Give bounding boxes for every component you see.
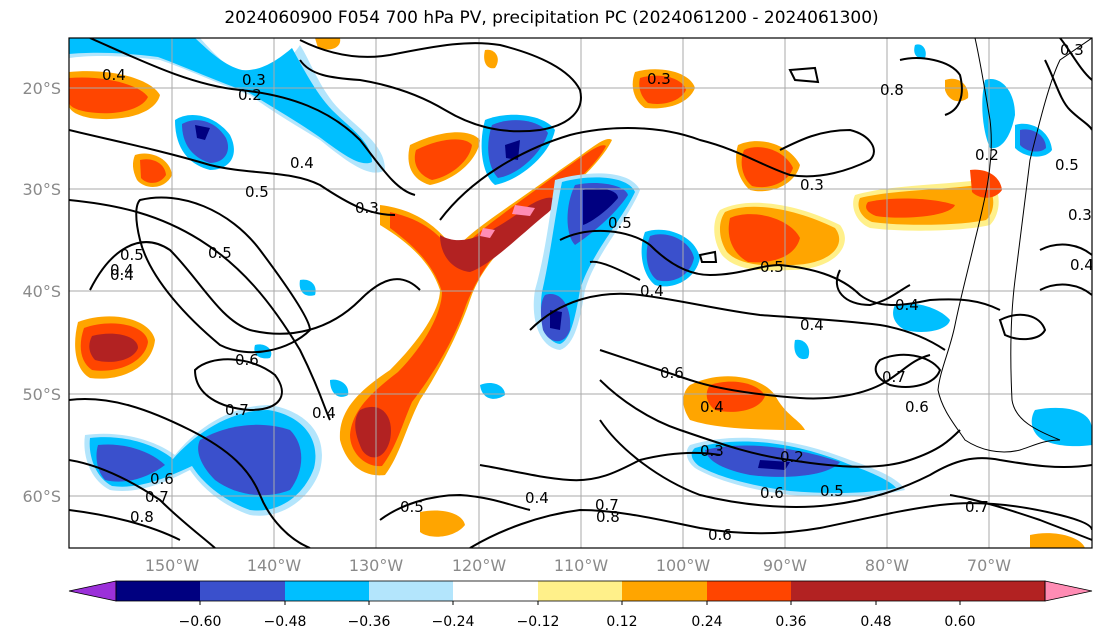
colorbar-outline (115, 580, 1046, 602)
lat-tick-labels: 20°S 30°S 40°S 50°S 60°S (22, 79, 61, 506)
colorbar-tick-label: −0.12 (517, 614, 560, 630)
colorbar-tick-label: 0.48 (860, 614, 891, 630)
svg-text:0.5: 0.5 (760, 258, 784, 276)
svg-text:0.4: 0.4 (700, 398, 724, 416)
svg-text:0.2: 0.2 (975, 146, 999, 164)
map-area: 0.4 0.2 0.3 0.4 0.5 0.5 0.3 0.4 0.5 0.4 … (69, 38, 1094, 548)
colorbar-tick-label: 0.60 (944, 614, 975, 630)
colorbar-segment (876, 581, 960, 601)
svg-text:0.5: 0.5 (245, 183, 269, 201)
colorbar-extend-low (68, 580, 117, 602)
svg-text:0.8: 0.8 (130, 508, 154, 526)
lon-tick-labels: 150°W 140°W 130°W 120°W 110°W 100°W 90°W… (145, 556, 1011, 575)
svg-text:0.3: 0.3 (1060, 41, 1084, 59)
colorbar-tick-label: −0.36 (348, 614, 391, 630)
svg-text:0.7: 0.7 (225, 401, 249, 419)
colorbar-tick-label: −0.48 (264, 614, 307, 630)
lon-tick-label: 150°W (145, 556, 200, 575)
lon-tick-label: 80°W (865, 556, 909, 575)
lat-tick-label: 20°S (22, 79, 61, 98)
svg-text:0.4: 0.4 (895, 296, 919, 314)
coastline (937, 38, 1092, 453)
svg-text:0.7: 0.7 (965, 498, 989, 516)
svg-text:0.3: 0.3 (647, 70, 671, 88)
colorbar-segment (200, 581, 285, 601)
colorbar-tick-label: 0.24 (691, 614, 722, 630)
svg-text:0.5: 0.5 (208, 244, 232, 262)
lon-tick-label: 140°W (247, 556, 302, 575)
colorbar-segment (538, 581, 622, 601)
precip-shading (69, 38, 1092, 548)
svg-text:0.4: 0.4 (525, 489, 549, 507)
svg-text:0.6: 0.6 (150, 470, 174, 488)
lat-tick-label: 40°S (22, 282, 61, 301)
svg-text:0.4: 0.4 (110, 261, 134, 279)
colorbar-extend-high (1044, 580, 1093, 602)
svg-text:0.8: 0.8 (596, 508, 620, 526)
svg-text:0.5: 0.5 (120, 246, 144, 264)
svg-text:0.3: 0.3 (1068, 206, 1092, 224)
svg-text:0.5: 0.5 (1055, 156, 1079, 174)
svg-text:0.3: 0.3 (355, 199, 379, 217)
colorbar-tick-labels: −0.60 −0.48 −0.36 −0.24 −0.12 0.12 0.24 … (179, 614, 976, 630)
pv-contours (69, 38, 1092, 548)
map-frame (68, 37, 1093, 549)
colorbar-segment (960, 581, 1045, 601)
svg-text:0.2: 0.2 (780, 448, 804, 466)
colorbar-tick-label: 0.36 (775, 614, 806, 630)
svg-text:0.6: 0.6 (235, 351, 259, 369)
lat-tick-label: 50°S (22, 385, 61, 404)
svg-text:0.6: 0.6 (905, 398, 929, 416)
svg-text:0.4: 0.4 (640, 282, 664, 300)
svg-text:0.6: 0.6 (760, 484, 784, 502)
svg-text:0.4: 0.4 (110, 266, 134, 284)
svg-text:0.4: 0.4 (290, 154, 314, 172)
svg-text:0.8: 0.8 (880, 81, 904, 99)
svg-text:0.4: 0.4 (312, 404, 336, 422)
map-title: 2024060900 F054 700 hPa PV, precipitatio… (224, 8, 879, 28)
svg-text:0.7: 0.7 (882, 368, 906, 386)
colorbar-segment (285, 581, 369, 601)
svg-text:0.4: 0.4 (800, 316, 824, 334)
lat-tick-label: 30°S (22, 180, 61, 199)
colorbar-segment (707, 581, 791, 601)
colorbar-segment (116, 581, 200, 601)
svg-text:0.5: 0.5 (608, 214, 632, 232)
lon-tick-label: 90°W (763, 556, 807, 575)
lon-tick-label: 70°W (967, 556, 1011, 575)
contour-labels: 0.4 0.2 0.3 0.4 0.5 0.5 0.3 0.4 0.5 0.4 … (102, 41, 1094, 544)
colorbar-tick-label: −0.24 (432, 614, 475, 630)
svg-text:0.3: 0.3 (242, 71, 266, 89)
svg-text:0.5: 0.5 (820, 482, 844, 500)
svg-text:0.6: 0.6 (708, 526, 732, 544)
colorbar-segment (369, 581, 453, 601)
lat-tick-label: 60°S (22, 487, 61, 506)
colorbar-tick-label: 0.12 (606, 614, 637, 630)
lon-tick-label: 100°W (656, 556, 711, 575)
svg-text:0.7: 0.7 (595, 496, 619, 514)
colorbar (68, 580, 1093, 605)
lat-lon-grid (69, 38, 1092, 548)
colorbar-tick-label: −0.60 (179, 614, 222, 630)
lon-tick-label: 110°W (554, 556, 609, 575)
lon-tick-label: 130°W (349, 556, 404, 575)
svg-text:0.4: 0.4 (102, 66, 126, 84)
svg-text:0.2: 0.2 (238, 86, 262, 104)
colorbar-segment (791, 581, 876, 601)
svg-text:0.3: 0.3 (800, 176, 824, 194)
svg-text:0.4: 0.4 (1070, 256, 1094, 274)
colorbar-segment (453, 581, 538, 601)
svg-text:0.6: 0.6 (660, 364, 684, 382)
svg-text:0.5: 0.5 (400, 498, 424, 516)
lon-tick-label: 120°W (452, 556, 507, 575)
svg-text:0.7: 0.7 (145, 488, 169, 506)
svg-text:0.3: 0.3 (700, 442, 724, 460)
colorbar-segment (622, 581, 707, 601)
